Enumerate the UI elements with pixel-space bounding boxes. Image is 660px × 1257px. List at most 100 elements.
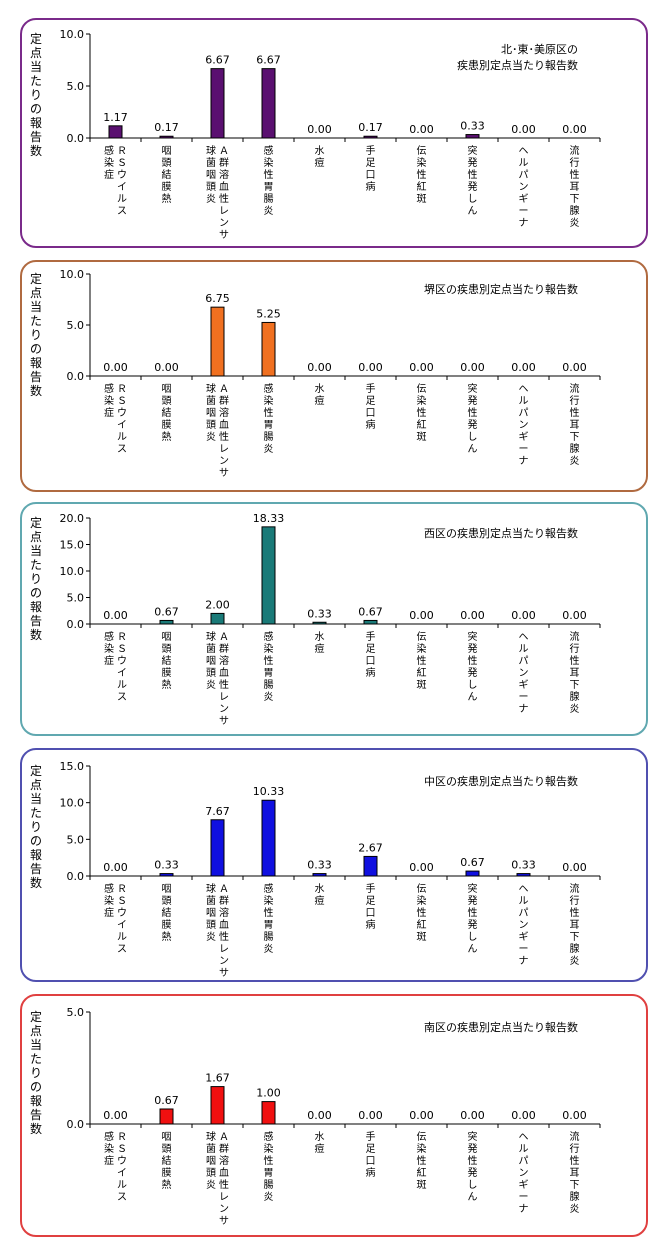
bar-value-label: 0.00: [307, 123, 332, 136]
x-category-label: 咽頭結膜熱: [161, 1132, 172, 1191]
bar-value-label: 0.00: [307, 1109, 332, 1122]
y-tick-label: 0.0: [67, 870, 85, 883]
x-category-label: 突発性発しん: [467, 632, 478, 703]
chart-title-line: 疾患別定点当たり報告数: [457, 59, 578, 72]
x-category-label: 水痘: [314, 384, 325, 407]
chart-panel-sakai: 0.0 5.0 10.0 0.00 0.00 6.75 5.25 0.00 0.00 0.00 0.…: [20, 260, 648, 492]
x-category-label: 突発性発しん: [467, 146, 478, 217]
bar-value-label: 1.17: [103, 111, 128, 124]
y-tick-label: 20.0: [60, 512, 85, 525]
x-category-label: 流行性耳下腺炎: [569, 632, 580, 715]
x-category-label: 感染性胃腸炎: [263, 1132, 274, 1203]
bar: [312, 873, 327, 877]
bar: [261, 321, 276, 377]
x-category-label: ヘルパンギーナ: [518, 146, 529, 229]
bar: [261, 799, 276, 877]
chart-title-line: 西区の疾患別定点当たり報告数: [424, 527, 578, 540]
bar-value-label: 2.67: [358, 841, 383, 854]
bar: [465, 134, 480, 139]
x-category-label: 感染性胃腸炎: [263, 146, 274, 217]
x-category-label: 突発性発しん: [467, 1132, 478, 1203]
bar-value-label: 0.17: [358, 121, 383, 134]
x-category-label: 咽頭結膜熱: [161, 146, 172, 205]
bar-value-label: 0.00: [460, 609, 485, 622]
bar-value-label: 6.67: [256, 54, 281, 67]
x-category-label: 手足口病: [365, 1132, 376, 1179]
bar-chart: 0.0 5.0 10.0 15.0 0.00 0.33 7.67 10.33 0.33 2.67 0…: [60, 760, 601, 883]
bar-value-label: 0.67: [358, 605, 383, 618]
bar-value-label: 1.67: [205, 1072, 230, 1085]
x-category-label: 手足口病: [365, 884, 376, 931]
x-category-label: 突発性発しん: [467, 884, 478, 955]
bar-value-label: 10.33: [253, 785, 285, 798]
x-category-label: 手足口病: [365, 384, 376, 431]
x-category-label: 手足口病: [365, 146, 376, 193]
bar-value-label: 0.00: [511, 1109, 536, 1122]
bar-value-label: 0.00: [409, 609, 434, 622]
x-category-label: 流行性耳下腺炎: [569, 884, 580, 967]
chart-title-line: 北･東･美原区の: [501, 43, 578, 56]
y-tick-label: 10.0: [60, 565, 85, 578]
x-category-label: 水痘: [314, 884, 325, 907]
chart-title: 中区の疾患別定点当たり報告数: [424, 774, 578, 790]
bar: [261, 1101, 276, 1125]
y-axis-title: 定点当たりの報告数: [29, 32, 42, 158]
bar: [159, 1108, 174, 1125]
bar: [159, 135, 174, 139]
x-category-label: ヘルパンギーナ: [518, 632, 529, 715]
bar-value-label: 0.00: [562, 1109, 587, 1122]
bar-value-label: 0.33: [511, 859, 536, 872]
bar-value-label: 0.00: [562, 123, 587, 136]
bar-value-label: 6.75: [205, 292, 230, 305]
x-category-label: 伝染性紅斑: [416, 384, 427, 443]
y-tick-label: 10.0: [60, 28, 85, 41]
x-category-label: 咽頭結膜熱: [161, 632, 172, 691]
bar-value-label: 0.00: [358, 361, 383, 374]
y-tick-label: 10.0: [60, 797, 85, 810]
bar-value-label: 0.67: [154, 605, 179, 618]
x-category-label: 伝染性紅斑: [416, 884, 427, 943]
y-tick-label: 0.0: [67, 618, 85, 631]
x-category-label: ヘルパンギーナ: [518, 884, 529, 967]
y-tick-label: 15.0: [60, 760, 85, 773]
x-category-label: ヘルパンギーナ: [518, 1132, 529, 1215]
y-tick-label: 5.0: [67, 1006, 85, 1019]
x-category-label: 水痘: [314, 1132, 325, 1155]
bar: [210, 68, 225, 139]
y-tick-label: 5.0: [67, 319, 85, 332]
bar-value-label: 1.00: [256, 1087, 281, 1100]
bar-chart: 0.0 5.0 10.0 0.00 0.00 6.75 5.25 0.00 0.00 0.00 0.…: [60, 268, 601, 383]
x-category-label: 咽頭結膜熱: [161, 884, 172, 943]
bar-value-label: 18.33: [253, 512, 285, 525]
x-category-label: 伝染性紅斑: [416, 1132, 427, 1191]
bar-value-label: 0.00: [562, 861, 587, 874]
bar: [210, 1086, 225, 1125]
x-category-label: 感染性胃腸炎: [263, 884, 274, 955]
chart-title-line: 堺区の疾患別定点当たり報告数: [424, 283, 578, 296]
chart-panel-kita-higashi-mihara: 0.0 5.0 10.0 1.17 0.17 6.67 6.67 0.00 0.17 0.00 0.…: [20, 18, 648, 248]
x-category-label: 水痘: [314, 632, 325, 655]
bar-value-label: 0.00: [409, 1109, 434, 1122]
bar-value-label: 0.00: [103, 861, 128, 874]
bar: [363, 855, 378, 877]
x-category-label: 咽頭結膜熱: [161, 384, 172, 443]
bar: [465, 870, 480, 877]
bar: [363, 135, 378, 139]
y-tick-label: 5.0: [67, 592, 85, 605]
bar-chart: 0.0 5.0 10.0 15.0 20.0 0.00 0.67 2.00 18.33 0.33 0…: [60, 512, 601, 631]
bar-value-label: 0.33: [307, 607, 332, 620]
chart-panel-naka: 0.0 5.0 10.0 15.0 0.00 0.33 7.67 10.33 0.33 2.67 0…: [20, 748, 648, 982]
bar-value-label: 0.00: [460, 361, 485, 374]
bar: [210, 819, 225, 877]
x-category-label: 感染性胃腸炎: [263, 632, 274, 703]
bar-value-label: 0.00: [511, 609, 536, 622]
bar: [210, 306, 225, 377]
bar-value-label: 5.25: [256, 307, 281, 320]
x-category-label: 感染性胃腸炎: [263, 384, 274, 455]
x-category-label: 流行性耳下腺炎: [569, 146, 580, 229]
bar-value-label: 0.00: [103, 1109, 128, 1122]
